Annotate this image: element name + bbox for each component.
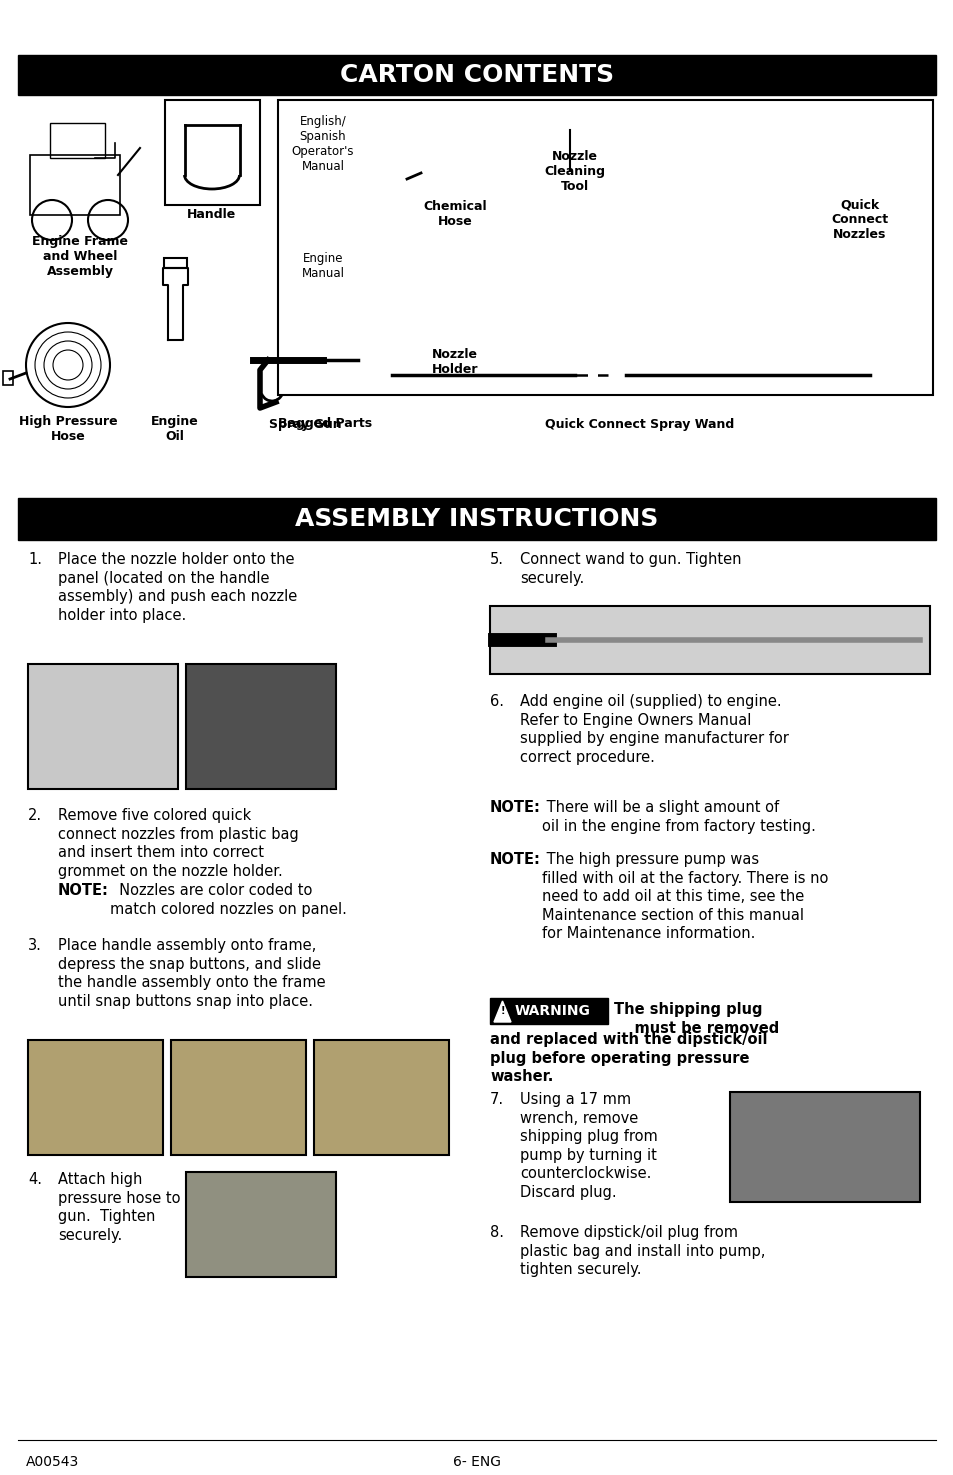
Text: WARNING: WARNING (515, 1004, 590, 1018)
Polygon shape (494, 1002, 511, 1022)
Text: Place the nozzle holder onto the
panel (located on the handle
assembly) and push: Place the nozzle holder onto the panel (… (58, 552, 297, 622)
Bar (171, 1040, 306, 1155)
Bar (379, 370, 392, 381)
Bar (283, 105, 363, 245)
Text: Nozzle
Cleaning
Tool: Nozzle Cleaning Tool (544, 150, 605, 193)
Text: The high pressure pump was
filled with oil at the factory. There is no
need to a: The high pressure pump was filled with o… (541, 853, 827, 941)
Text: There will be a slight amount of
oil in the engine from factory testing.: There will be a slight amount of oil in … (541, 799, 815, 833)
Bar (867, 369, 880, 381)
Text: Quick
Connect
Nozzles: Quick Connect Nozzles (831, 198, 887, 240)
Bar (30, 155, 120, 215)
Text: High Pressure
Hose: High Pressure Hose (19, 414, 117, 442)
Text: Engine
Oil: Engine Oil (151, 414, 198, 442)
Text: 1.: 1. (28, 552, 42, 566)
Text: Nozzles are color coded to
match colored nozzles on panel.: Nozzles are color coded to match colored… (110, 884, 347, 916)
Text: Nozzle
Holder: Nozzle Holder (432, 348, 477, 376)
Text: Add engine oil (supplied) to engine.
Refer to Engine Owners Manual
supplied by e: Add engine oil (supplied) to engine. Ref… (519, 695, 788, 766)
Text: 3.: 3. (28, 938, 42, 953)
Text: 4.: 4. (28, 1173, 42, 1187)
Text: Chemical
Hose: Chemical Hose (423, 201, 486, 229)
Bar (28, 1040, 163, 1155)
Text: Bagged Parts: Bagged Parts (277, 417, 372, 431)
Text: Place handle assembly onto frame,
depress the snap buttons, and slide
the handle: Place handle assembly onto frame, depres… (58, 938, 325, 1009)
Text: Handle: Handle (187, 208, 236, 221)
Bar (186, 664, 335, 789)
Bar (399, 173, 410, 184)
Bar (164, 258, 187, 268)
Bar (186, 1173, 335, 1277)
Text: Engine Frame
and Wheel
Assembly: Engine Frame and Wheel Assembly (32, 235, 128, 277)
Bar (490, 606, 929, 674)
Text: Remove five colored quick
connect nozzles from plastic bag
and insert them into : Remove five colored quick connect nozzle… (58, 808, 298, 879)
Text: 5.: 5. (490, 552, 503, 566)
Bar (28, 664, 178, 789)
Text: 2.: 2. (28, 808, 42, 823)
Text: English/
Spanish
Operator's
Manual: English/ Spanish Operator's Manual (292, 115, 354, 173)
Text: 6.: 6. (490, 695, 503, 709)
Text: Quick Connect Spray Wand: Quick Connect Spray Wand (545, 417, 734, 431)
Text: Remove dipstick/oil plug from
plastic bag and install into pump,
tighten securel: Remove dipstick/oil plug from plastic ba… (519, 1226, 764, 1277)
Text: NOTE:: NOTE: (490, 853, 540, 867)
Text: !: ! (500, 1006, 505, 1016)
Text: 7.: 7. (490, 1092, 503, 1108)
Text: NOTE:: NOTE: (490, 799, 540, 816)
Text: 6- ENG: 6- ENG (453, 1454, 500, 1469)
Text: 8.: 8. (490, 1226, 503, 1240)
Text: Connect wand to gun. Tighten
securely.: Connect wand to gun. Tighten securely. (519, 552, 740, 586)
Text: Attach high
pressure hose to
gun.  Tighten
securely.: Attach high pressure hose to gun. Tighte… (58, 1173, 180, 1243)
Text: ASSEMBLY INSTRUCTIONS: ASSEMBLY INSTRUCTIONS (295, 507, 658, 531)
Bar (490, 999, 607, 1024)
Bar (277, 100, 932, 395)
Bar (607, 367, 625, 382)
Text: The shipping plug
    must be removed: The shipping plug must be removed (614, 1002, 779, 1035)
Bar (165, 100, 260, 205)
Text: A00543: A00543 (26, 1454, 79, 1469)
Bar (3, 372, 13, 385)
Text: NOTE:: NOTE: (58, 884, 109, 898)
Bar (18, 55, 935, 94)
Bar (729, 1092, 919, 1202)
Bar (50, 122, 105, 158)
Bar (314, 1040, 449, 1155)
Text: Using a 17 mm
wrench, remove
shipping plug from
pump by turning it
counterclockw: Using a 17 mm wrench, remove shipping pl… (519, 1092, 657, 1201)
Text: Spray Gun: Spray Gun (269, 417, 341, 431)
Bar (283, 305, 363, 381)
Bar (18, 499, 935, 540)
Text: Engine
Manual: Engine Manual (301, 252, 344, 280)
Text: CARTON CONTENTS: CARTON CONTENTS (339, 63, 614, 87)
Bar (410, 307, 499, 332)
Text: and replaced with the dipstick/oil
plug before operating pressure
washer.: and replaced with the dipstick/oil plug … (490, 1032, 767, 1084)
